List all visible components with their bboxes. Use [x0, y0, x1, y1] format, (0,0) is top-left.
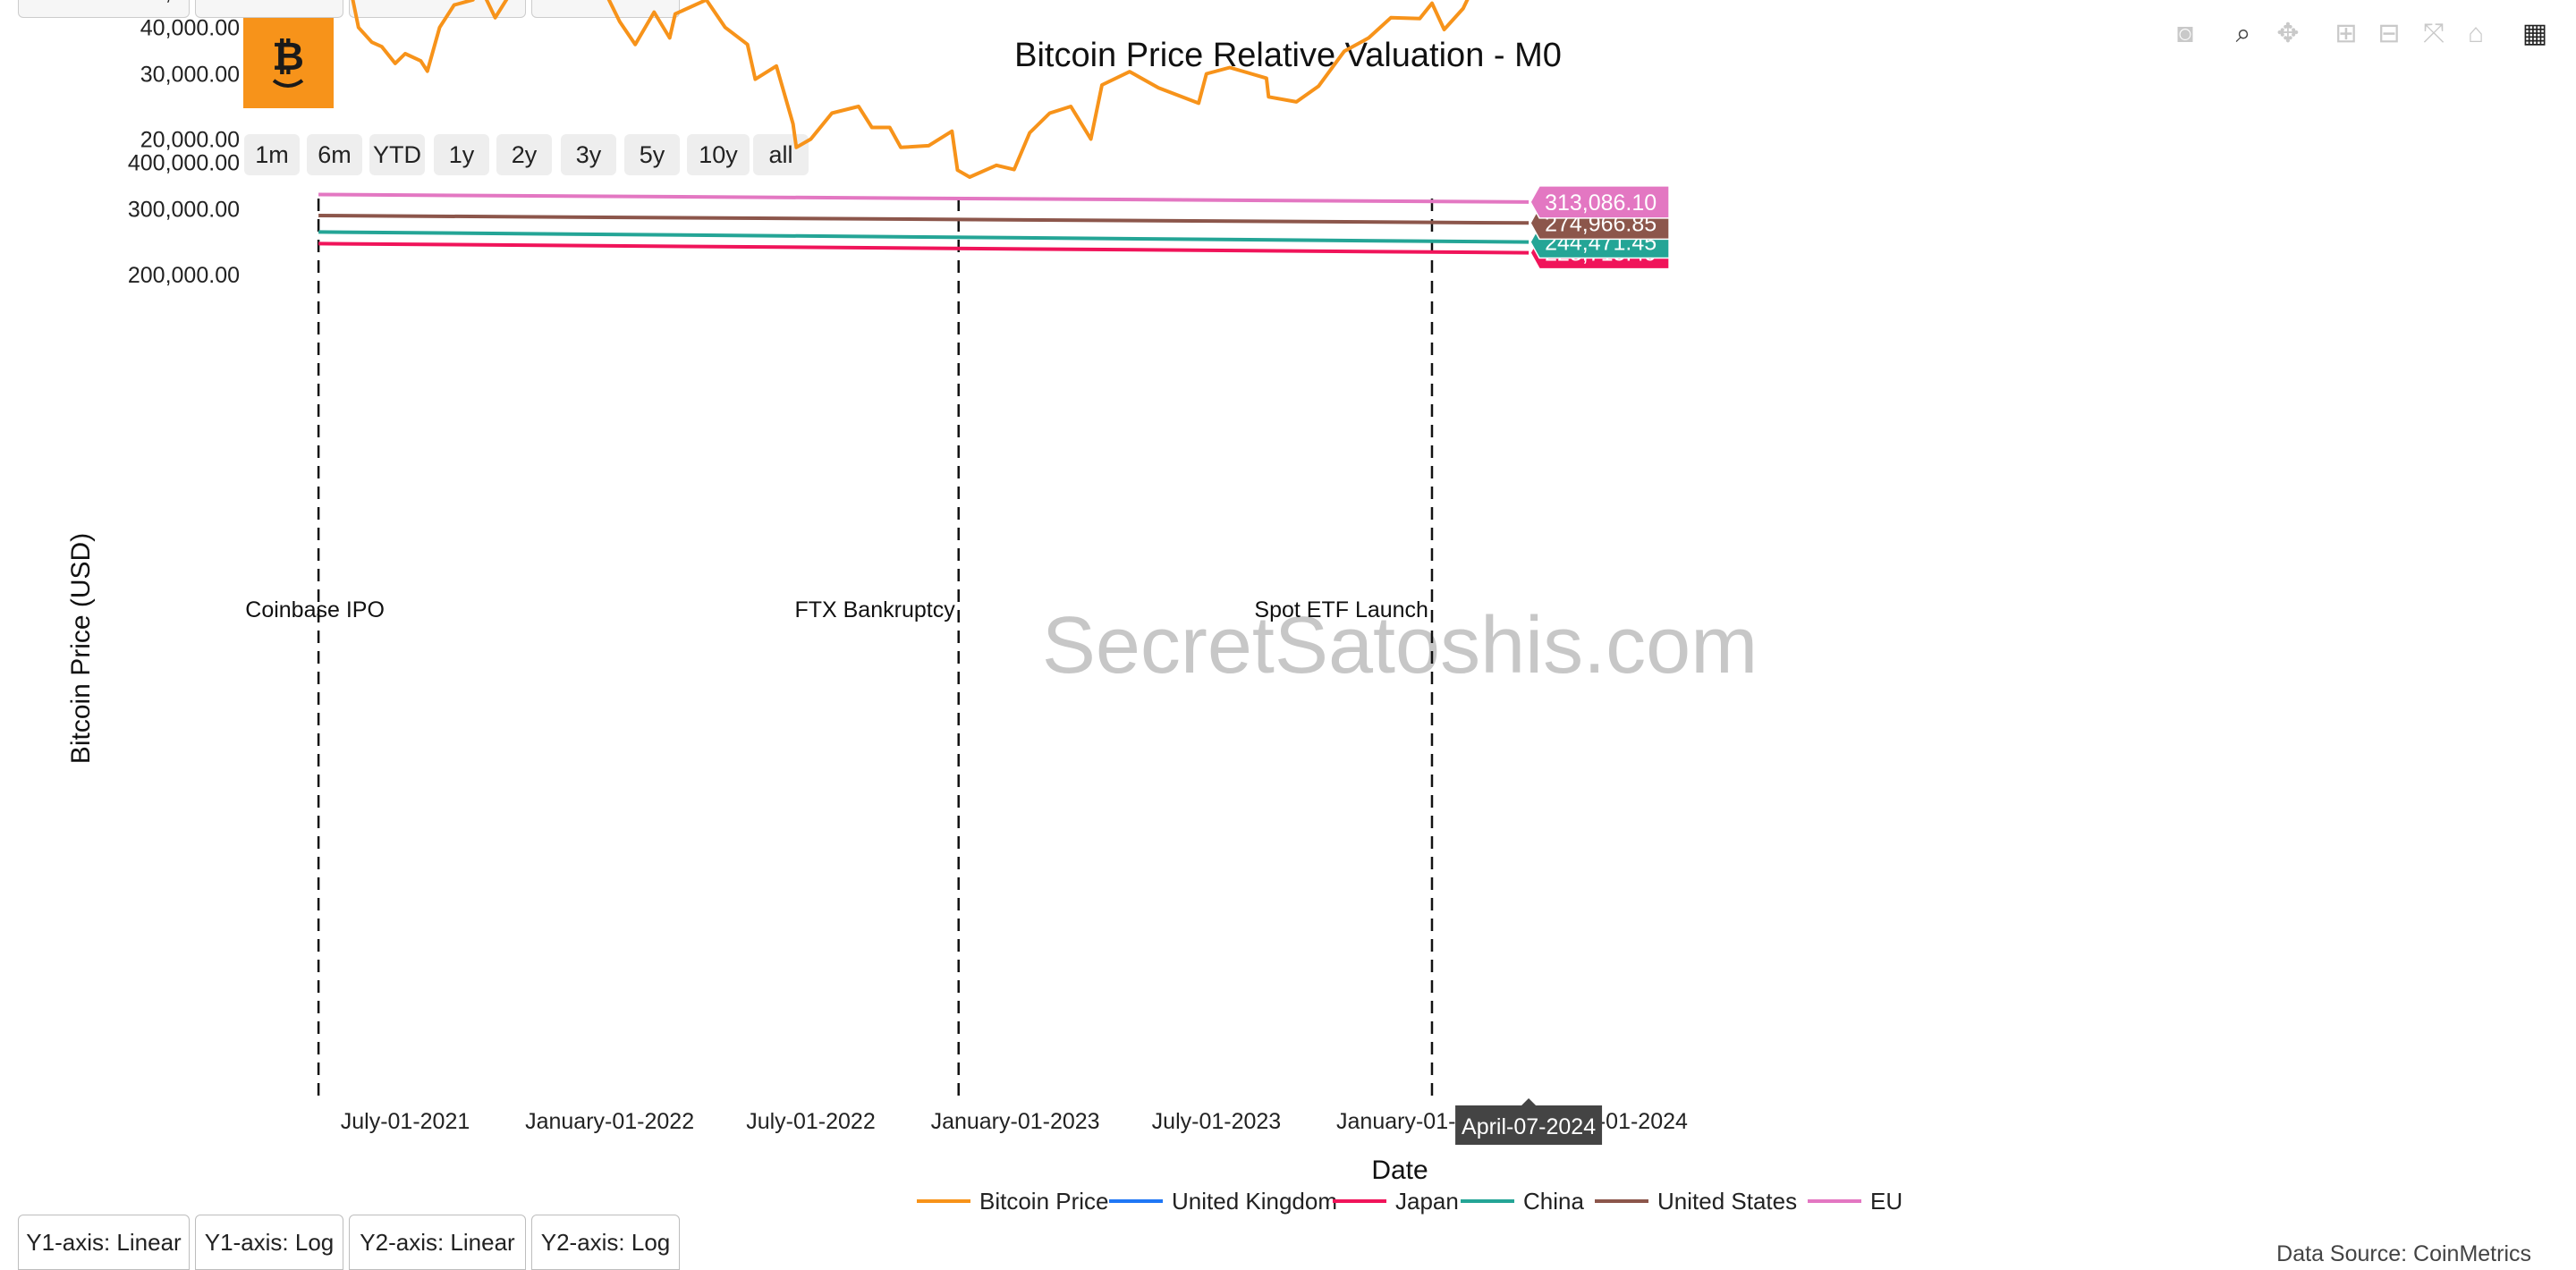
legend-item-united-states[interactable]: United States [1595, 1188, 1797, 1215]
legend-item-eu[interactable]: EU [1808, 1188, 1902, 1215]
zoom-icon[interactable]: ⌕ [2235, 19, 2251, 48]
y-axis-label: Bitcoin Price (USD) [66, 533, 96, 764]
legend-label: EU [1870, 1188, 1902, 1215]
legend-label: United States [1657, 1188, 1797, 1215]
range-button-1m[interactable]: 1m [244, 134, 300, 175]
range-button-6m[interactable]: 6m [307, 134, 362, 175]
range-button-all[interactable]: all [753, 134, 809, 175]
top-tab-2[interactable] [195, 0, 343, 18]
y-tick-label-lower: 20,000.00 [140, 128, 240, 153]
camera-icon[interactable]: ◙ [2176, 19, 2194, 48]
top-tab-3[interactable] [349, 0, 526, 18]
y1-linear-button[interactable]: Y1-axis: Linear [18, 1215, 190, 1270]
zoom-out-icon[interactable]: ⊟ [2377, 19, 2401, 48]
legend-item-bitcoin-price[interactable]: Bitcoin Price [917, 1188, 1109, 1215]
svg-text:313,086.10: 313,086.10 [1545, 190, 1657, 216]
plotly-logo-icon[interactable]: ▦ [2521, 19, 2548, 48]
series-line-eu[interactable] [318, 192, 1530, 204]
event-label: Spot ETF Launch [1254, 597, 1428, 622]
y1-log-button[interactable]: Y1-axis: Log [195, 1215, 343, 1270]
y2-log-button[interactable]: Y2-axis: Log [531, 1215, 680, 1270]
series-line-united-states[interactable] [318, 214, 1530, 225]
range-button-5y[interactable]: 5y [624, 134, 680, 175]
x-hover-label: April-07-2024 [1455, 1098, 1603, 1145]
x-tick-label: January-01-2022 [525, 1109, 694, 1134]
legend-item-japan[interactable]: Japan [1333, 1188, 1459, 1215]
legend-label: China [1523, 1188, 1584, 1215]
event-label: Coinbase IPO [245, 597, 385, 622]
autoscale-icon[interactable]: ⤧ [2423, 19, 2445, 48]
y2-linear-button[interactable]: Y2-axis: Linear [349, 1215, 526, 1270]
range-button-ytd[interactable]: YTD [369, 134, 425, 175]
end-value-label: 313,086.10 [1530, 185, 1670, 219]
legend-label: United Kingdom [1172, 1188, 1337, 1215]
x-tick-label: July-01-2022 [746, 1109, 876, 1134]
legend-item-united-kingdom[interactable]: United Kingdom [1109, 1188, 1337, 1215]
event-label: FTX Bankruptcy [794, 597, 955, 622]
svg-text:₿: ₿ [272, 34, 304, 80]
x-tick-label: July-01-2023 [1152, 1109, 1282, 1134]
range-button-3y[interactable]: 3y [561, 134, 616, 175]
series-line-china[interactable] [318, 230, 1530, 244]
plot-area[interactable]: 400,000.00300,000.00200,000.00100,000.00… [128, 0, 1688, 1145]
legend-label: Japan [1395, 1188, 1459, 1215]
logo: ₿ [243, 18, 334, 108]
y-tick-label-lower: 40,000.00 [140, 16, 240, 41]
series-line-bitcoin-price[interactable] [318, 0, 1529, 179]
y-tick-label-upper: 200,000.00 [128, 263, 240, 288]
series-line-japan[interactable] [318, 241, 1530, 255]
y-tick-label-lower: 50,000.00 [140, 0, 240, 5]
x-tick-label: January-01-2023 [931, 1109, 1100, 1134]
range-button-2y[interactable]: 2y [496, 134, 552, 175]
chart-title: Bitcoin Price Relative Valuation - M0 [1014, 37, 1562, 74]
range-button-10y[interactable]: 10y [687, 134, 750, 175]
range-button-1y[interactable]: 1y [434, 134, 489, 175]
pan-icon[interactable]: ✥ [2276, 19, 2300, 48]
x-tick-label: July-01-2021 [341, 1109, 470, 1134]
zoom-in-icon[interactable]: ⊞ [2334, 19, 2358, 48]
y-tick-label-lower: 30,000.00 [140, 63, 240, 88]
x-axis-label: Date [1371, 1156, 1428, 1185]
top-tab-4[interactable] [531, 0, 680, 18]
data-source: Data Source: CoinMetrics [2276, 1241, 2531, 1266]
watermark: SecretSatoshis.com [1042, 601, 1758, 690]
legend-label: Bitcoin Price [979, 1188, 1109, 1215]
y-tick-label-upper: 400,000.00 [128, 151, 240, 176]
bitcoin-face-icon: ₿ [272, 34, 304, 88]
legend[interactable]: Bitcoin Price United Kingdom Japan China Uni… [917, 1188, 1902, 1215]
svg-text:April-07-2024: April-07-2024 [1462, 1114, 1596, 1139]
legend-item-china[interactable]: China [1461, 1188, 1584, 1215]
top-tab-1[interactable] [18, 0, 190, 18]
y-tick-label-upper: 300,000.00 [128, 198, 240, 223]
home-icon[interactable]: ⌂ [2467, 19, 2485, 48]
